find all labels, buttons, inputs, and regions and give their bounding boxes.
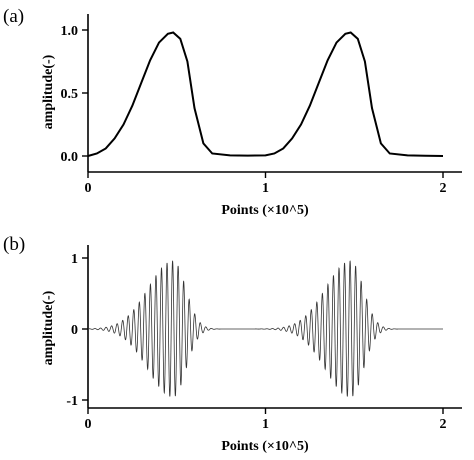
y-tick-label: 0 <box>71 323 78 338</box>
x-tick-label: 1 <box>262 417 269 432</box>
panel-a-ticks: 0 1 2 0.0 0.5 1.0 <box>61 24 447 196</box>
x-tick-label: 0 <box>85 181 92 196</box>
panel-a-x-axis-title: Points (×10^5) <box>221 203 309 218</box>
x-tick-label: 0 <box>85 417 92 432</box>
panel-b: (b) amplitude(-) Points (×10^5) 0 1 2 -1 0 1 <box>3 234 462 454</box>
y-tick-label: -1 <box>66 394 78 409</box>
panel-b-ticks: 0 1 2 -1 0 1 <box>66 252 446 432</box>
panel-a: (a) amplitude(-) Points (×10^5) 0 1 2 0.0 0.… <box>3 6 462 218</box>
x-tick-label: 2 <box>440 181 447 196</box>
panel-a-series-line <box>87 31 444 157</box>
y-tick-label: 0.0 <box>61 150 79 165</box>
x-tick-label: 2 <box>440 417 447 432</box>
y-tick-label: 1.0 <box>61 24 79 39</box>
panel-b-series-line <box>87 260 443 397</box>
y-tick-label: 1 <box>71 252 78 267</box>
panel-b-label: (b) <box>3 234 25 255</box>
x-tick-label: 1 <box>262 181 269 196</box>
panel-a-label: (a) <box>3 6 24 27</box>
y-tick-label: 0.5 <box>61 87 79 102</box>
panel-b-y-axis-title: amplitude(-) <box>41 290 56 365</box>
panel-a-y-axis-title: amplitude(-) <box>41 54 56 129</box>
panel-b-x-axis-title: Points (×10^5) <box>221 439 309 454</box>
